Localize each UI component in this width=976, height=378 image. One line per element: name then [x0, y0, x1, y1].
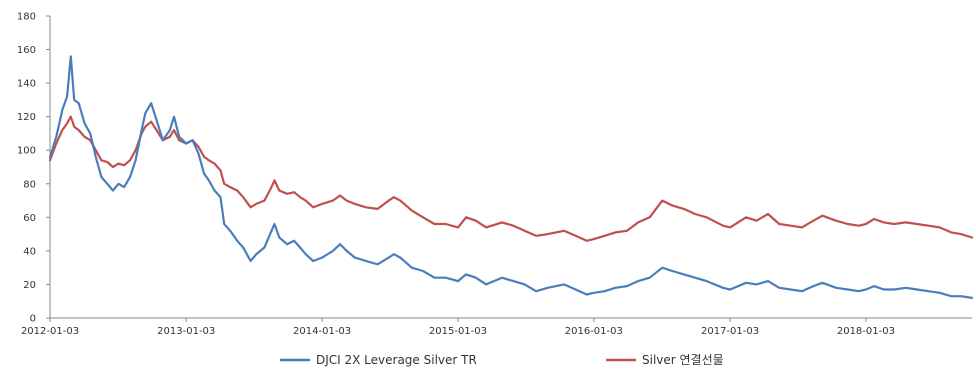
legend-label-1: DJCI 2X Leverage Silver TR	[316, 353, 477, 367]
y-tick-label: 20	[23, 280, 36, 291]
y-axis: 0 20 40 60 80 100 120 140 160 180	[17, 12, 51, 325]
x-tick-label: 2016-01-03	[565, 326, 623, 337]
x-tick-label: 2015-01-03	[429, 326, 487, 337]
y-tick-label: 120	[17, 112, 36, 123]
legend-label-2: Silver 연결선물	[642, 353, 724, 367]
x-tick-label: 2018-01-03	[837, 326, 895, 337]
x-tick-label: 2013-01-03	[157, 326, 215, 337]
y-tick-label: 80	[23, 179, 36, 190]
legend: DJCI 2X Leverage Silver TR Silver 연결선물	[280, 353, 724, 367]
series-line-2	[48, 115, 974, 242]
y-tick-label: 160	[17, 45, 36, 56]
y-tick-label: 140	[17, 79, 36, 90]
x-tick-label: 2017-01-03	[701, 326, 759, 337]
y-tick-label: 180	[17, 12, 36, 23]
y-tick-label: 0	[30, 314, 36, 325]
x-tick-label: 2014-01-03	[293, 326, 351, 337]
series-line-1	[48, 55, 974, 299]
series-layer	[48, 55, 974, 299]
x-axis: 2012-01-03 2013-01-03 2014-01-03 2015-01-03…	[21, 317, 972, 337]
x-tick-label: 2012-01-03	[21, 326, 79, 337]
y-tick-label: 40	[23, 246, 36, 257]
y-tick-label: 100	[17, 146, 36, 157]
y-tick-label: 60	[23, 213, 36, 224]
